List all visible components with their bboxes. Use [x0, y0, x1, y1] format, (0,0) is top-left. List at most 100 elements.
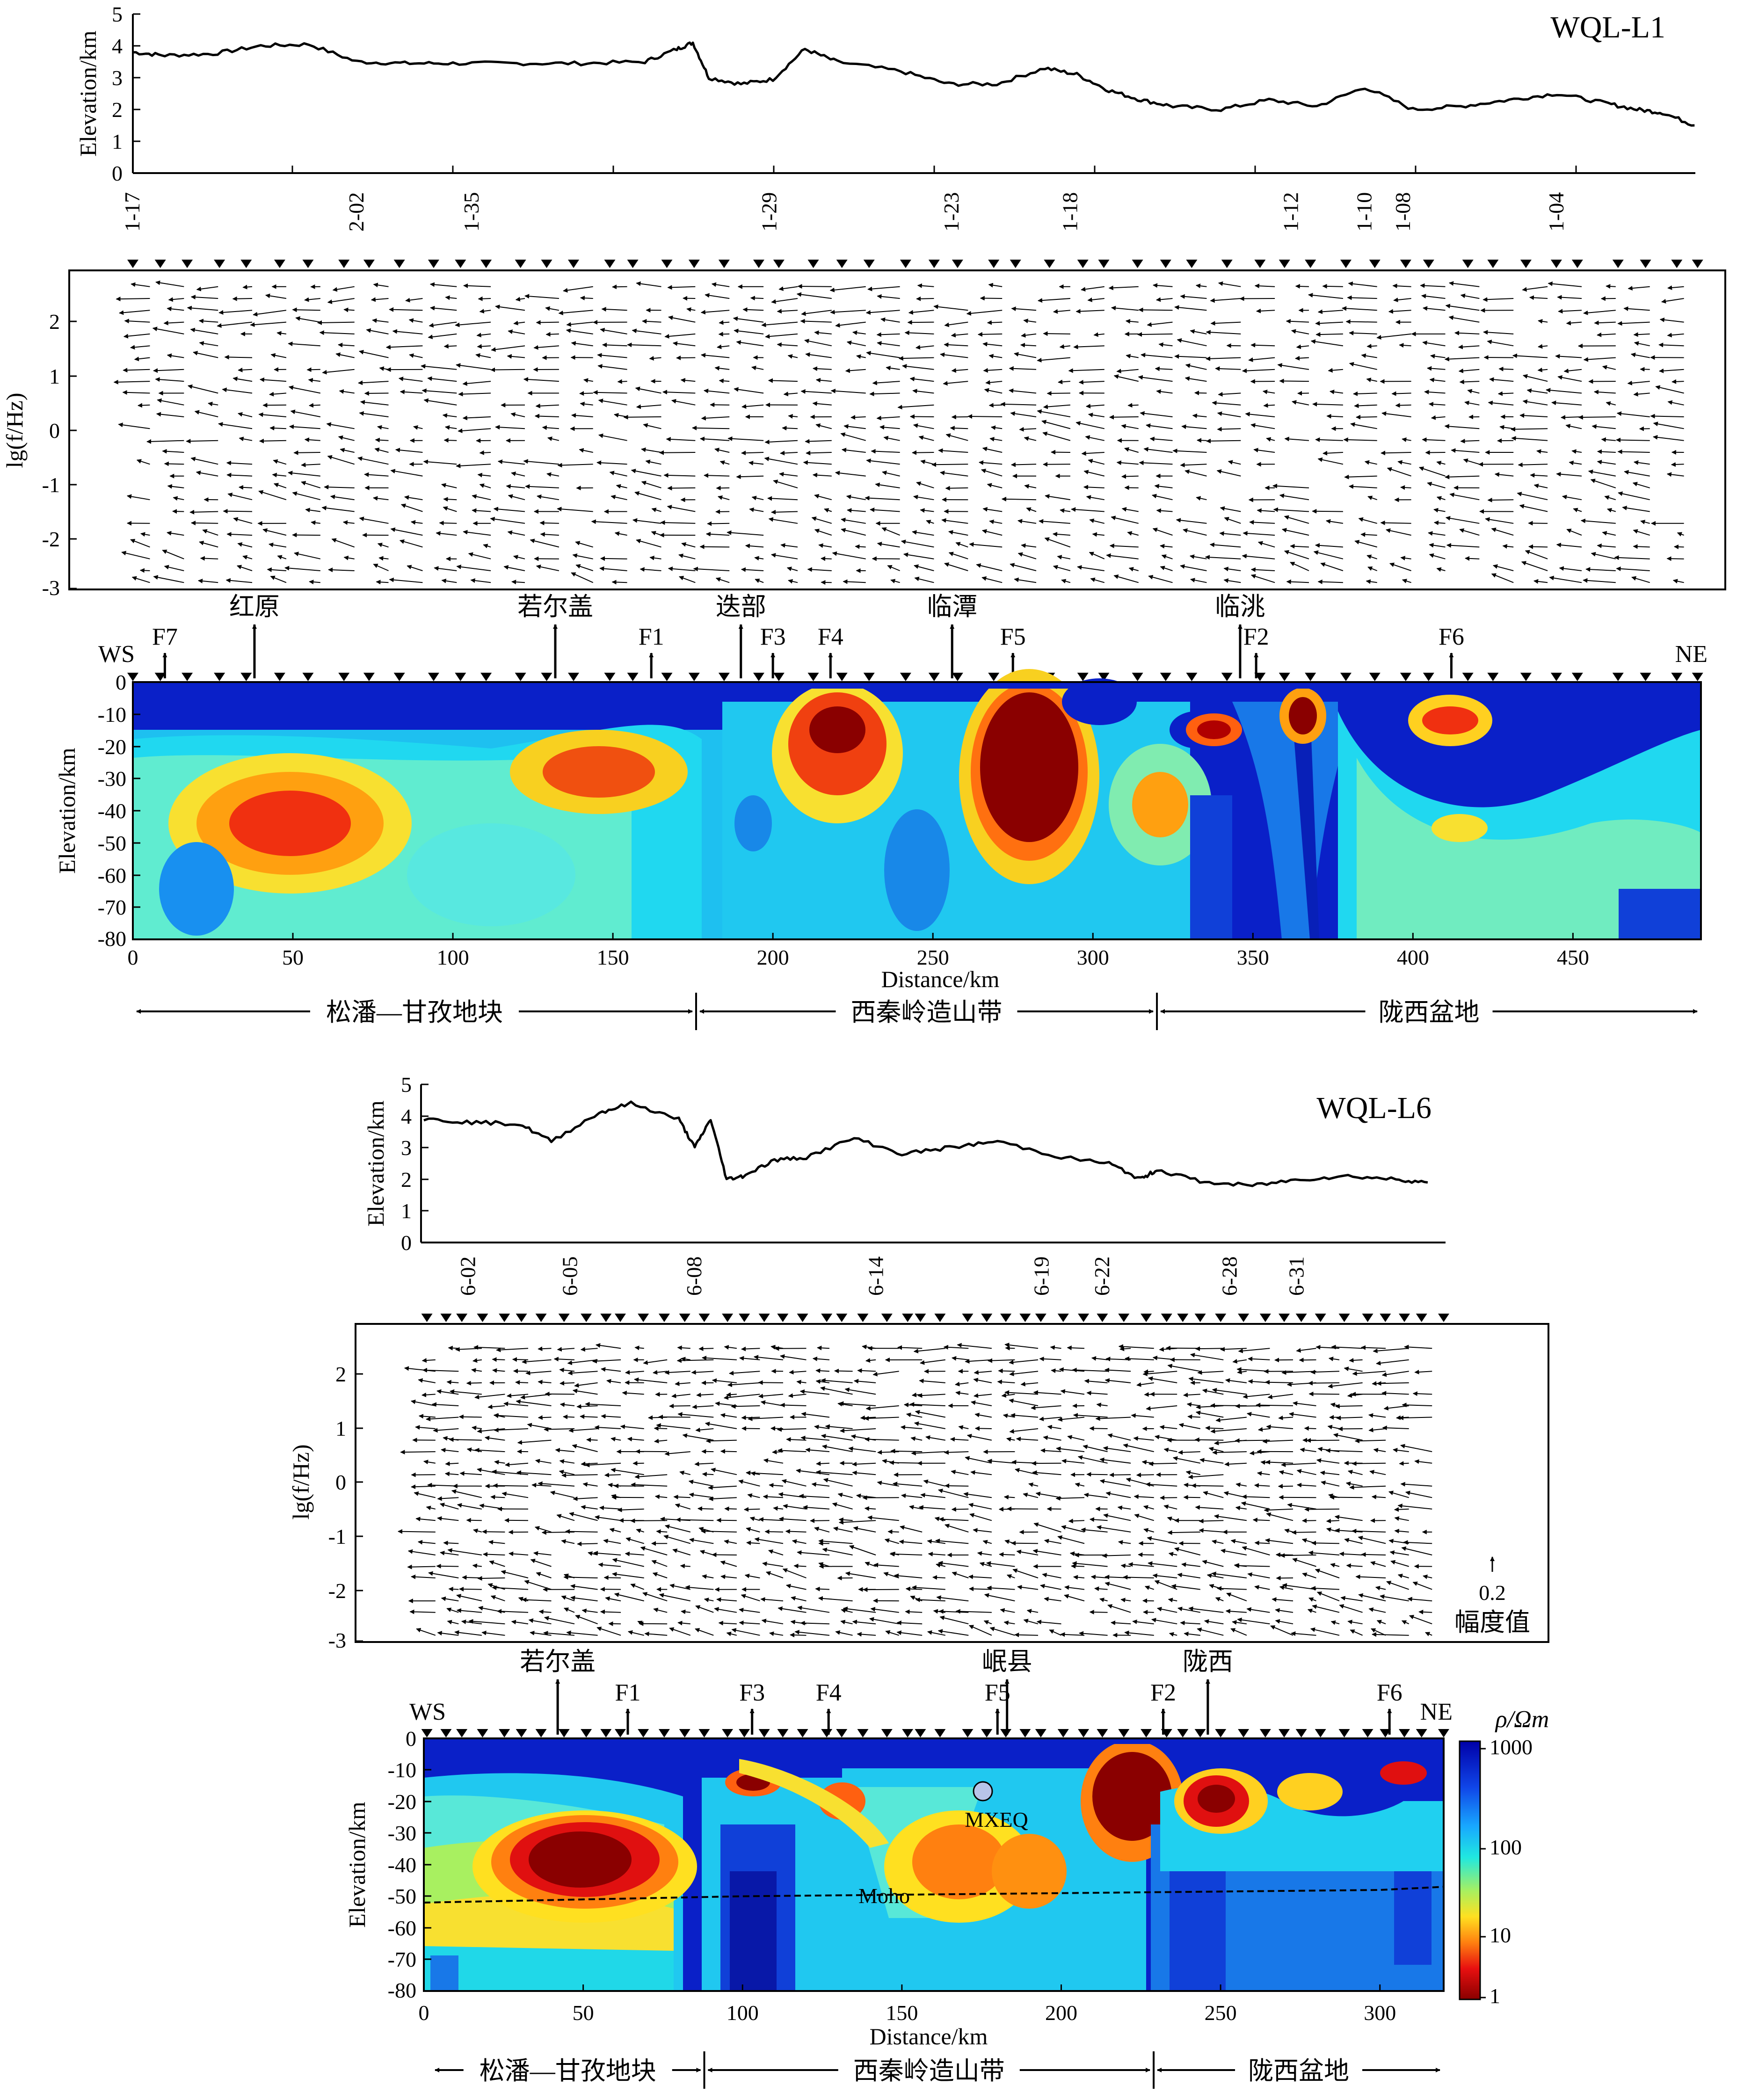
induction-arrow	[913, 423, 934, 429]
y-tick-label: -3	[42, 576, 60, 600]
induction-arrow	[1154, 484, 1173, 489]
station-marker	[928, 673, 940, 681]
station-label: 1-08	[1391, 192, 1415, 232]
induction-arrow	[196, 470, 218, 477]
station-marker	[900, 673, 911, 681]
induction-arrow	[357, 456, 389, 465]
station-label: 6-28	[1218, 1257, 1242, 1296]
induction-arrow	[504, 1518, 529, 1523]
induction-arrow	[372, 318, 389, 323]
induction-arrow	[680, 378, 696, 383]
induction-arrow	[741, 567, 764, 572]
station-marker	[338, 673, 350, 681]
induction-arrow	[649, 555, 661, 560]
station-marker	[679, 1314, 690, 1322]
induction-arrow	[1250, 423, 1275, 429]
station-label: 1-29	[757, 192, 781, 232]
induction-arrow	[339, 389, 355, 394]
station-marker	[1399, 1314, 1410, 1322]
station-marker	[428, 260, 439, 268]
induction-arrow	[541, 1530, 575, 1535]
station-marker	[718, 260, 730, 268]
induction-arrow	[824, 508, 832, 513]
induction-arrow	[632, 1461, 644, 1466]
induction-arrow	[832, 551, 866, 560]
station-marker	[688, 260, 700, 268]
induction-arrow	[511, 472, 525, 477]
ne-label: NE	[1675, 641, 1708, 668]
station-marker	[515, 260, 526, 268]
induction-arrow	[1180, 564, 1207, 571]
unit-label: 西秦岭造山带	[851, 998, 1003, 1026]
station-marker	[1671, 673, 1683, 681]
induction-arrow	[1219, 531, 1241, 536]
induction-arrow	[456, 463, 491, 468]
station-marker	[1035, 1314, 1046, 1322]
induction-arrow	[641, 480, 661, 488]
induction-arrow	[186, 439, 218, 444]
induction-arrow	[475, 353, 491, 358]
station-marker	[1640, 260, 1651, 268]
station-marker	[836, 1314, 848, 1322]
station-marker	[1571, 673, 1583, 681]
station-marker	[1362, 1729, 1373, 1737]
induction-arrow	[119, 310, 150, 315]
induction-arrow	[1141, 353, 1173, 358]
induction-arrow	[259, 377, 286, 382]
induction-arrow	[371, 297, 389, 302]
induction-arrow	[1606, 284, 1616, 289]
induction-arrow	[459, 1586, 482, 1591]
induction-arrow	[625, 1380, 644, 1385]
induction-arrow	[1053, 565, 1071, 571]
induction-arrow	[328, 567, 355, 573]
induction-arrow	[1085, 435, 1105, 441]
induction-arrow	[477, 344, 491, 349]
induction-arrow	[614, 531, 627, 536]
induction-arrow	[1071, 1563, 1085, 1569]
induction-arrow	[1113, 374, 1139, 382]
induction-arrow	[800, 319, 832, 324]
y-tick-label: -50	[388, 1884, 416, 1908]
unit-label: 西秦岭造山带	[853, 2057, 1005, 2085]
induction-arrow	[830, 388, 866, 394]
induction-arrow	[771, 298, 798, 304]
station-marker	[1186, 260, 1198, 268]
induction-arrow	[1057, 555, 1071, 560]
scale-label: 幅度值	[1454, 1608, 1530, 1636]
induction-arrow	[533, 345, 559, 350]
induction-arrow	[982, 446, 1003, 453]
induction-arrow	[636, 281, 661, 287]
induction-arrow	[468, 552, 491, 560]
induction-arrow	[571, 341, 593, 347]
induction-arrow	[458, 392, 491, 397]
station-label: 1-10	[1352, 192, 1376, 232]
induction-arrow	[237, 565, 253, 571]
station-marker	[541, 673, 552, 681]
induction-arrow	[377, 425, 389, 430]
induction-arrow	[455, 321, 491, 327]
induction-arrow	[324, 485, 355, 490]
induction-arrow	[309, 580, 320, 585]
station-marker	[1215, 1729, 1227, 1737]
induction-arrow	[1209, 542, 1241, 548]
induction-arrow	[1210, 321, 1241, 326]
station-marker	[274, 673, 285, 681]
induction-arrow	[445, 425, 457, 430]
x-tick-label: 200	[757, 945, 789, 969]
induction-arrow	[1160, 544, 1173, 549]
induction-arrow	[597, 353, 627, 358]
induction-arrow	[634, 491, 661, 501]
induction-arrow	[1183, 1495, 1200, 1500]
induction-arrow	[1153, 283, 1173, 288]
y-tick-label: -40	[388, 1853, 416, 1877]
station-marker	[1132, 260, 1143, 268]
induction-arrow	[754, 556, 764, 561]
induction-arrow	[1011, 1540, 1039, 1546]
induction-arrow	[679, 576, 696, 583]
induction-arrow	[955, 542, 968, 548]
station-marker	[962, 1314, 974, 1322]
induction-arrow	[288, 385, 320, 394]
town-label: 陇西	[1183, 1648, 1233, 1676]
station-marker	[1550, 673, 1562, 681]
induction-arrow	[1026, 507, 1037, 512]
